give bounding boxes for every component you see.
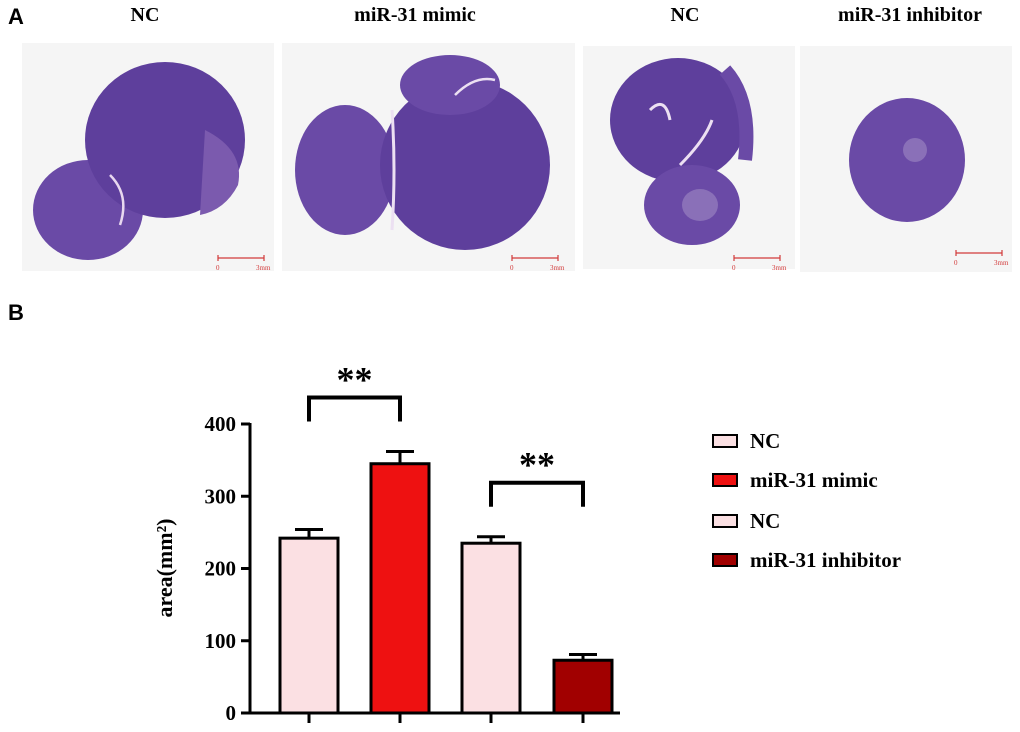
y-tick-label: 300 — [205, 484, 237, 508]
image-label-inhibitor: miR-31 inhibitor — [838, 4, 982, 26]
legend-label-nc-2: NC — [750, 508, 781, 533]
scalebar-zero-3: 0 — [732, 264, 736, 272]
bar — [460, 541, 522, 715]
panel-a-letter: A — [8, 4, 24, 29]
scalebar-length-2: 3mm — [550, 264, 565, 272]
y-tick-label: 0 — [226, 701, 237, 725]
bar — [278, 536, 340, 715]
scalebar-zero-4: 0 — [954, 259, 958, 267]
micrograph-nc-1: 0 3mm — [22, 43, 274, 272]
micrograph-panel: 0 3mm 0 3mm 0 3mm 0 — [22, 43, 1012, 272]
scalebar-length-4: 3mm — [994, 259, 1009, 267]
micrograph-inhibitor: 0 3mm — [800, 46, 1012, 272]
legend-swatch-nc-1 — [712, 434, 738, 448]
image-label-mimic: miR-31 mimic — [354, 4, 476, 26]
y-axis-label: area(mm²) — [152, 518, 177, 618]
legend-swatch-nc-2 — [712, 514, 738, 528]
image-label-nc-1: NC — [130, 4, 160, 26]
legend-item-nc-2: NC — [712, 509, 780, 533]
scalebar-zero-2: 0 — [510, 264, 514, 272]
image-label-nc-2: NC — [670, 4, 700, 26]
legend-swatch-inhibitor — [712, 553, 738, 567]
scalebar-length-1: 3mm — [256, 264, 271, 272]
legend-item-mimic: miR-31 mimic — [712, 468, 878, 492]
significance-bracket — [307, 395, 402, 422]
y-tick-label: 200 — [205, 557, 237, 581]
y-tick-label: 100 — [205, 629, 237, 653]
panel-b-letter: B — [8, 300, 24, 325]
legend-label-nc-1: NC — [750, 428, 781, 453]
bar — [369, 462, 431, 715]
bar — [552, 658, 614, 715]
scalebar-length-3: 3mm — [772, 264, 787, 272]
y-tick-label: 400 — [205, 412, 237, 436]
micrograph-nc-2: 0 3mm — [583, 46, 795, 272]
legend-item-nc-1: NC — [712, 429, 780, 453]
scalebar-zero-1: 0 — [216, 264, 220, 272]
significance-bracket — [489, 480, 585, 507]
micrograph-mimic: 0 3mm — [282, 43, 575, 272]
legend-label-mimic: miR-31 mimic — [750, 467, 878, 492]
legend-label-inhibitor: miR-31 inhibitor — [750, 547, 902, 572]
legend-item-inhibitor: miR-31 inhibitor — [712, 548, 901, 572]
significance-label: ** — [337, 359, 373, 399]
significance-label: ** — [519, 445, 555, 485]
legend-swatch-mimic — [712, 473, 738, 487]
